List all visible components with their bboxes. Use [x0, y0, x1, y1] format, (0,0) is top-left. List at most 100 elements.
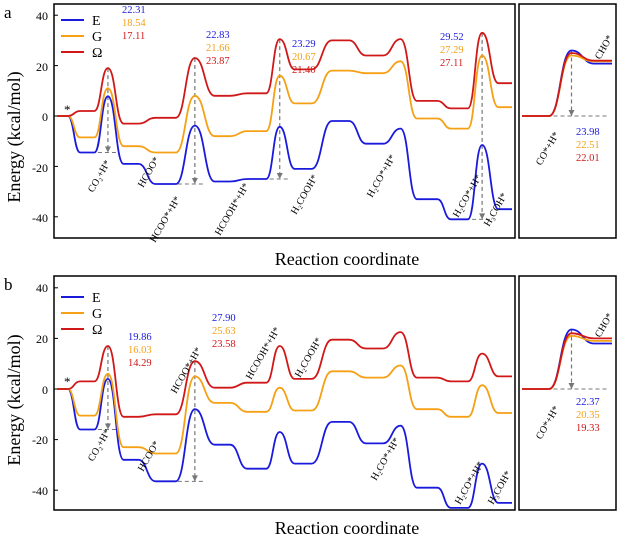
x-axis-label-a: Reaction coordinate — [275, 249, 419, 269]
inset-series-line-Omega — [521, 52, 612, 117]
y-tick-label: 40 — [36, 9, 48, 23]
barrier-value-G: 16.03 — [128, 345, 152, 356]
species-label: HCOO*+H* — [148, 195, 183, 245]
barrier-value-Omega: 23.58 — [212, 339, 236, 350]
barrier-arrows-b — [83, 345, 205, 482]
species-label: HCOOH*+H* — [213, 181, 252, 237]
inset-barrier-E: 23.98 — [576, 127, 600, 138]
y-tick-label: -20 — [32, 161, 48, 175]
barrier-annotations-b: 19.86 16.03 14.29 27.90 25.63 23.58 — [128, 313, 236, 369]
species-label: HCOO* — [136, 439, 162, 473]
barrier-value-Omega: 23.87 — [206, 56, 230, 67]
legend-label-G: G — [92, 307, 102, 322]
species-label: H₂CO*+H* — [365, 153, 398, 200]
inset-barrier-arrow-head — [568, 110, 575, 116]
legend-b: E G Ω — [61, 291, 102, 338]
y-tick-label: -40 — [32, 211, 48, 225]
y-tick-label: -40 — [32, 484, 48, 498]
inset-b — [522, 328, 612, 390]
series-line-E — [57, 377, 512, 509]
barrier-value-Omega: 17.11 — [122, 31, 145, 42]
inset-barrier-G: 20.35 — [576, 410, 600, 421]
series-lines-b — [54, 287, 512, 509]
inset-frame-a — [518, 3, 617, 239]
y-axis-label-a: Energy (kcal/mol) — [4, 71, 25, 202]
inset-barrier-Omega: 19.33 — [576, 423, 600, 434]
species-label: CO₂+H* — [86, 427, 113, 463]
inset-end-species-b: CHO* — [593, 311, 616, 339]
barrier-arrows-a — [83, 32, 493, 220]
species-label: H₂CO*+H* — [451, 173, 484, 220]
inset-barrier-arrow-head — [568, 383, 575, 389]
y-axis-label-b: Energy (kcal/mol) — [4, 334, 25, 465]
y-tick-label: -20 — [32, 433, 48, 447]
y-ticks-a: 40 20 0 -20 -40 — [32, 9, 48, 225]
species-label: H₂COOH* — [293, 336, 325, 380]
panel-a: a Energy (kcal/mol) Reaction coordinate … — [4, 3, 617, 269]
barrier-arrow-head — [191, 178, 198, 185]
species-labels-a: CO₂+H* HCOO* HCOO*+H* HCOOH*+H* H₂COOH* … — [86, 153, 510, 245]
barrier-value-G: 18.54 — [122, 18, 146, 29]
inset-start-species-a: CO*+H* — [534, 130, 562, 167]
barrier-value-G: 25.63 — [212, 326, 236, 337]
y-ticks-b: 40 20 0 -20 -40 — [32, 281, 48, 498]
panel-label-a: a — [4, 3, 12, 22]
barrier-value-G: 20.67 — [292, 52, 316, 63]
y-tick-label: 20 — [36, 60, 48, 74]
start-marker-b: * — [64, 374, 71, 389]
x-axis-label-b: Reaction coordinate — [275, 518, 419, 538]
plot-frame-b — [53, 275, 516, 511]
species-label: H₂CO*+H* — [453, 460, 486, 507]
legend-label-E: E — [92, 291, 101, 306]
inset-barrier-G: 22.51 — [576, 140, 600, 151]
species-label: HCOOH*+H* — [244, 325, 283, 381]
inset-series-line-G — [521, 54, 612, 117]
legend-label-E: E — [92, 14, 101, 29]
barrier-value-G: 27.29 — [440, 45, 464, 56]
series-line-Omega — [57, 331, 512, 418]
barrier-value-E: 19.86 — [128, 332, 152, 343]
inset-end-species-a: CHO* — [593, 33, 616, 61]
species-label: H₂COOH* — [289, 173, 321, 217]
inset-start-species-b: CO*+H* — [534, 404, 562, 441]
y-tick-label: 40 — [36, 281, 48, 295]
panel-label-b: b — [4, 275, 13, 294]
panel-b: b Energy (kcal/mol) Reaction coordinate … — [4, 275, 617, 538]
barrier-value-Omega: 27.11 — [440, 58, 463, 69]
y-tick-label: 0 — [42, 383, 48, 397]
series-line-G — [56, 54, 512, 154]
legend-label-Omega: Ω — [92, 323, 102, 338]
species-label: CO₂+H* — [86, 158, 113, 194]
inset-frame-b — [518, 275, 617, 511]
y-tick-label: 0 — [42, 110, 48, 124]
inset-barrier-Omega: 22.01 — [576, 153, 600, 164]
inset-series-line-Omega — [522, 332, 612, 390]
barrier-value-E: 22.31 — [122, 5, 146, 16]
barrier-value-G: 21.66 — [206, 43, 230, 54]
series-line-G — [57, 364, 512, 455]
plot-frame-a — [53, 3, 516, 239]
barrier-value-E: 22.83 — [206, 30, 230, 41]
inset-a — [521, 49, 612, 117]
barrier-arrow-head — [479, 213, 486, 220]
barrier-arrow-head — [104, 423, 111, 430]
barrier-value-Omega: 14.29 — [128, 358, 152, 369]
species-label: HCOO*+H* — [169, 346, 204, 396]
start-marker-a: * — [64, 102, 71, 117]
legend-label-Omega: Ω — [92, 46, 102, 61]
y-tick-label: 20 — [36, 332, 48, 346]
barrier-arrow-head — [104, 146, 111, 153]
barrier-annotations-a: 22.31 18.54 17.11 22.83 21.66 23.87 23.2… — [122, 5, 464, 76]
series-line-Omega — [56, 31, 512, 125]
barrier-value-Omega: 21.40 — [292, 65, 316, 76]
species-label: H₃COH* — [486, 469, 514, 506]
legend-a: E G Ω — [61, 14, 102, 61]
legend-label-G: G — [92, 30, 102, 45]
inset-barrier-E: 22.37 — [576, 397, 600, 408]
series-lines-a — [54, 14, 512, 221]
series-line-E — [56, 95, 512, 221]
barrier-value-E: 29.52 — [440, 32, 464, 43]
barrier-value-E: 27.90 — [212, 313, 236, 324]
barrier-arrow-head — [191, 475, 198, 482]
